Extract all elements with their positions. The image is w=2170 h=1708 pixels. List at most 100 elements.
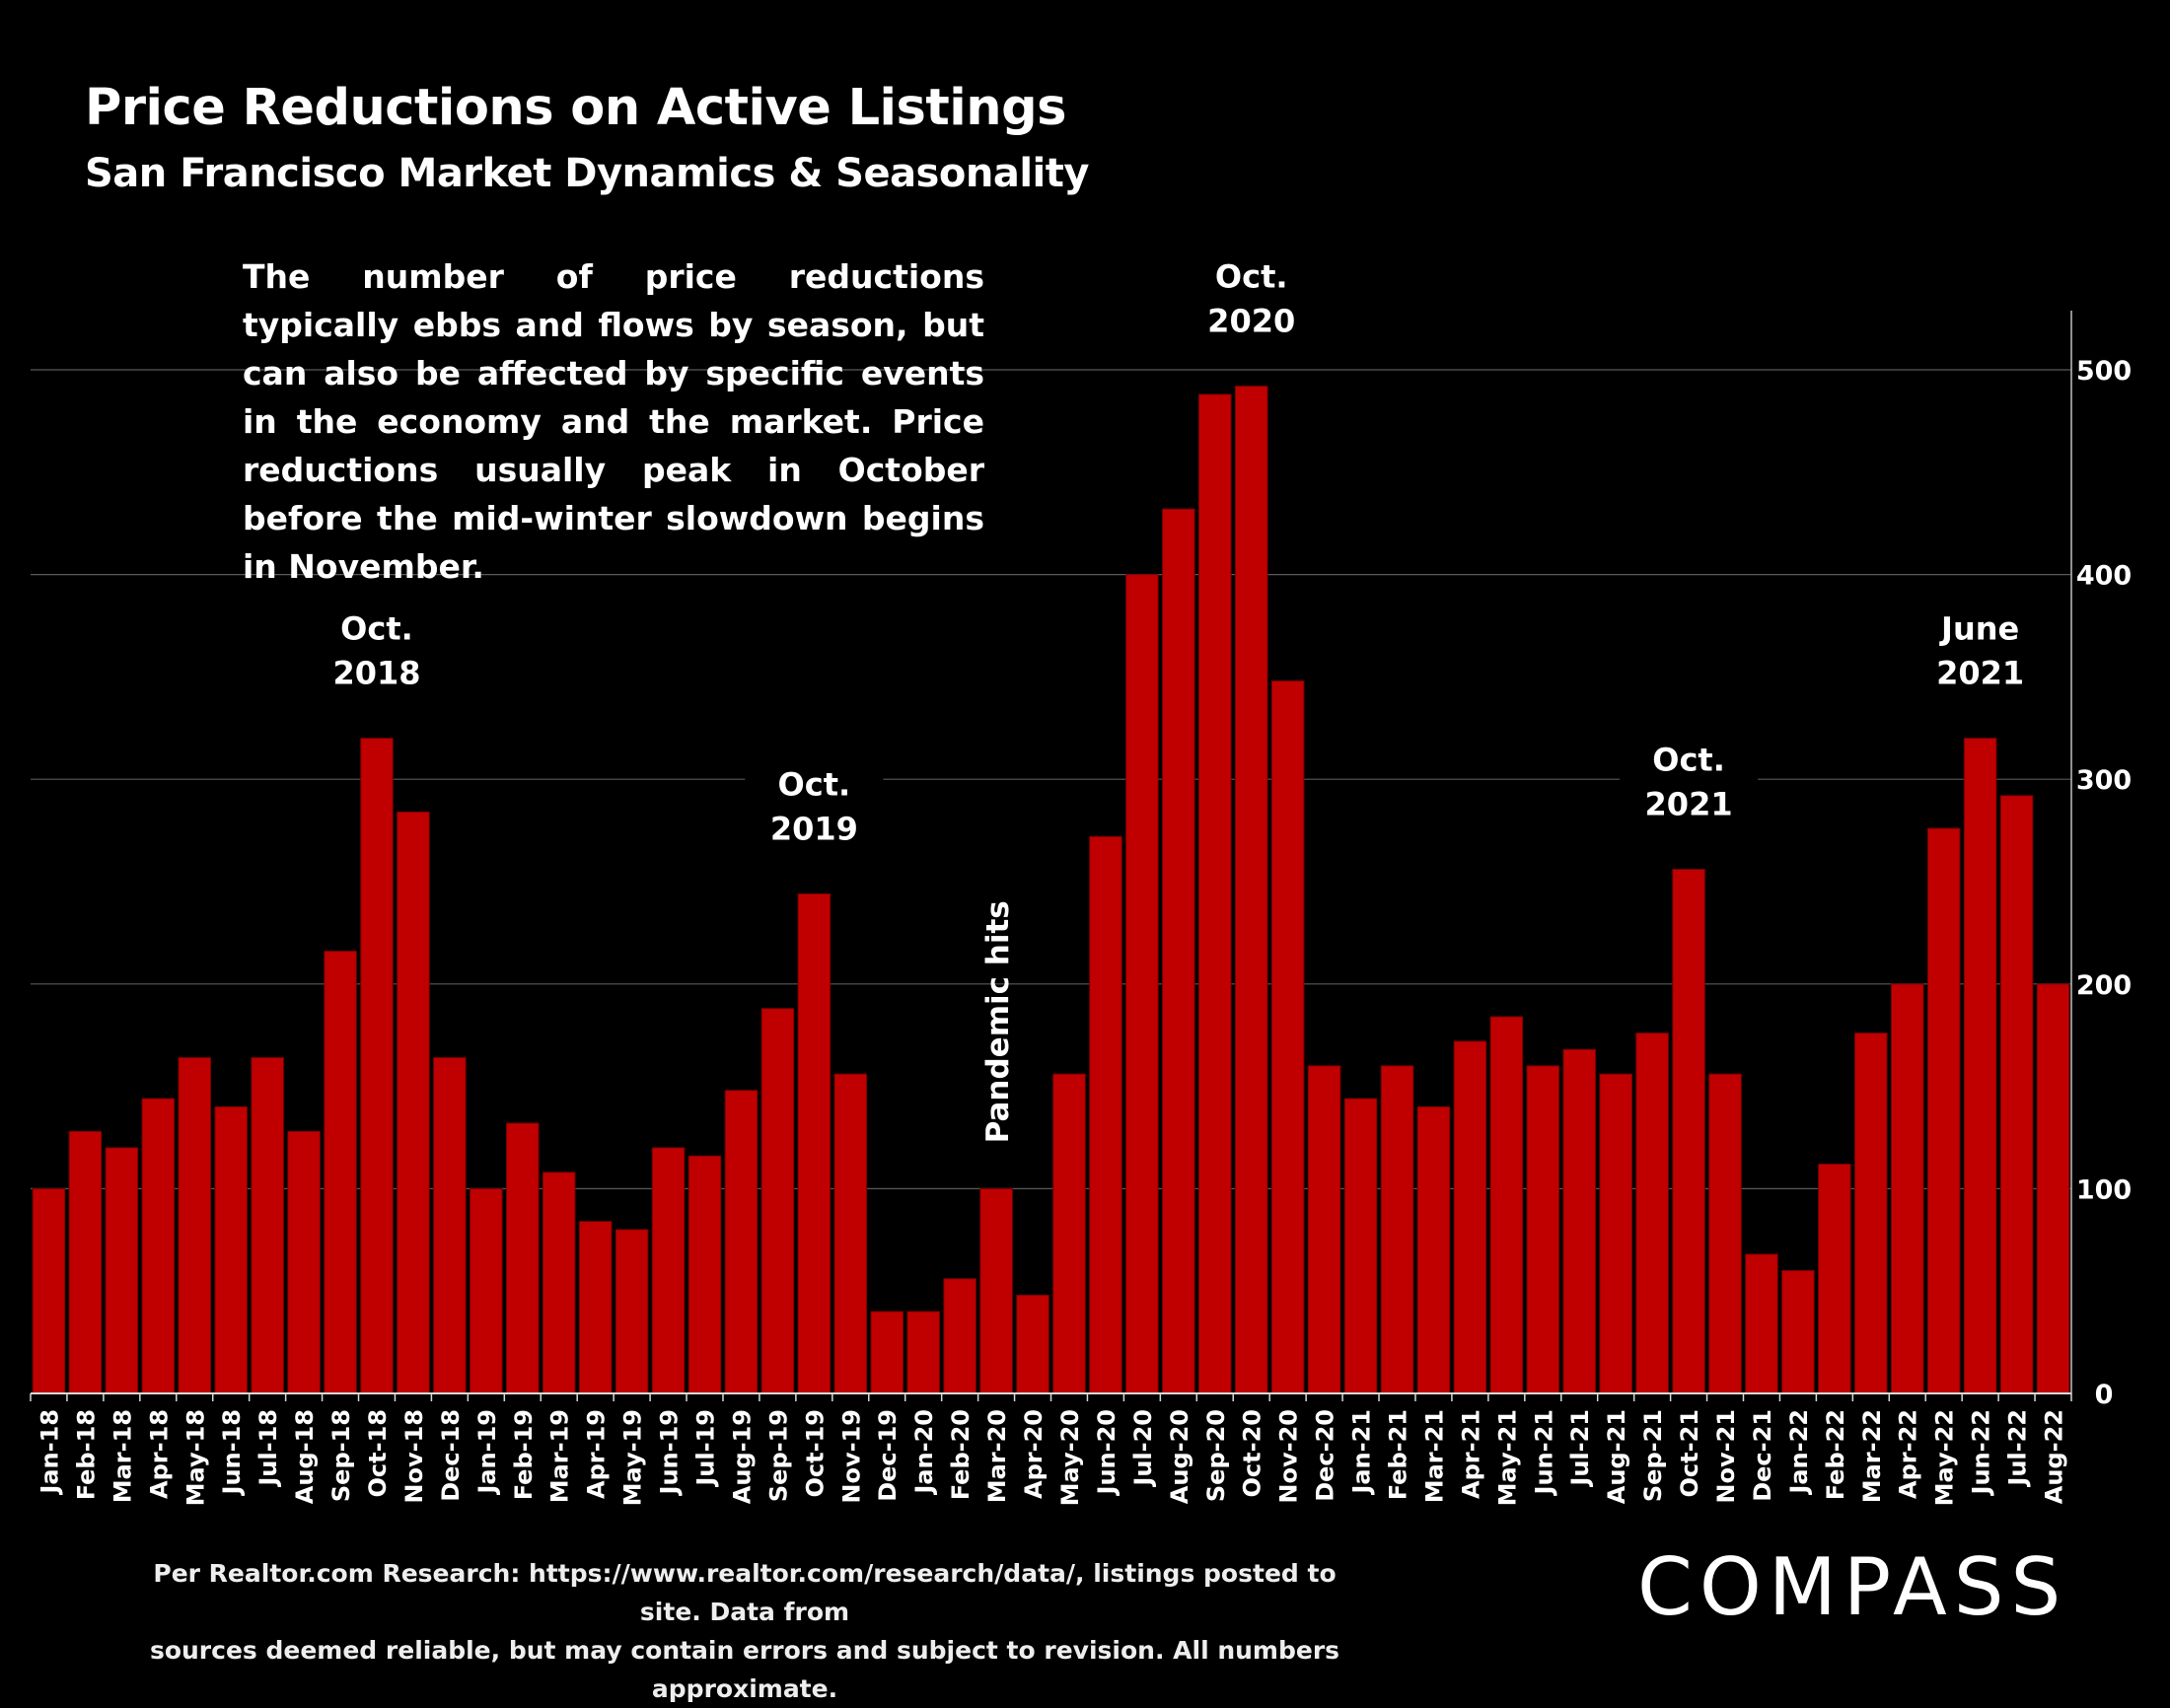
x-tick-label: Mar-20 [983, 1409, 1011, 1503]
annotation-label: 2020 [1207, 303, 1295, 340]
bar [1416, 1105, 1451, 1394]
chart-note: The number of price reductions typically… [243, 257, 984, 586]
x-tick-label: Nov-20 [1275, 1409, 1303, 1504]
bar [141, 1098, 176, 1394]
x-tick-label: Jun-19 [656, 1409, 684, 1496]
bar [1125, 574, 1159, 1394]
bar [578, 1221, 613, 1394]
bar [651, 1147, 686, 1394]
bar [32, 1187, 66, 1394]
annotation-mask [307, 600, 446, 695]
x-tick-label: Nov-19 [837, 1409, 865, 1504]
x-tick-label: Jan-20 [910, 1409, 938, 1496]
bar [1672, 869, 1705, 1394]
x-tick-label: Oct-20 [1239, 1409, 1266, 1497]
bar [760, 1008, 795, 1394]
x-tick-label: Feb-21 [1384, 1409, 1411, 1500]
x-tick-label: Feb-19 [510, 1409, 538, 1500]
x-tick-label: Aug-19 [728, 1409, 756, 1504]
x-tick-label: Aug-22 [2041, 1409, 2068, 1504]
x-tick-label: Nov-21 [1712, 1409, 1740, 1504]
bar [178, 1057, 212, 1394]
x-tick-label: Sep-21 [1639, 1409, 1667, 1502]
bar [251, 1057, 284, 1394]
x-tick-label: May-19 [619, 1409, 647, 1506]
x-tick-label: Feb-18 [72, 1409, 100, 1500]
bar [542, 1172, 576, 1394]
x-tick-label: May-18 [181, 1409, 209, 1506]
x-tick-label: May-22 [1931, 1409, 1959, 1506]
bar [1926, 827, 1961, 1394]
y-tick-label: 100 [2076, 1174, 2132, 1205]
x-tick-label: Dec-18 [437, 1409, 465, 1502]
bar [287, 1130, 321, 1394]
y-tick-label: 300 [2076, 765, 2132, 796]
annotation-label: 2019 [770, 810, 858, 847]
x-tick-label: Jan-22 [1785, 1409, 1813, 1496]
bar [1380, 1065, 1414, 1394]
x-tick-label: Mar-19 [546, 1409, 574, 1503]
bar [506, 1122, 540, 1394]
annotation-mask [745, 755, 884, 851]
bar [870, 1311, 904, 1394]
x-tick-label: Oct-21 [1676, 1409, 1703, 1497]
x-tick-label: Feb-22 [1822, 1409, 1849, 1500]
bar [433, 1057, 467, 1394]
annotation-label: 2021 [1645, 786, 1733, 823]
annotation-mask [1911, 600, 2050, 695]
x-tick-label: Apr-18 [145, 1409, 173, 1499]
x-tick-label: Mar-21 [1420, 1409, 1448, 1503]
bar [1635, 1032, 1669, 1394]
x-tick-label: Jan-18 [36, 1409, 63, 1496]
annotation-label: Oct. [1652, 742, 1725, 779]
annotation-label: 2018 [332, 655, 420, 692]
bar [360, 738, 394, 1394]
bar [1016, 1294, 1049, 1394]
bar [1052, 1073, 1086, 1394]
x-tick-label: Jul-18 [254, 1409, 282, 1488]
x-tick-label: Sep-18 [327, 1409, 355, 1502]
x-tick-label: Aug-20 [1166, 1409, 1194, 1504]
bar [397, 811, 430, 1394]
footnote-line-2: sources deemed reliable, but may contain… [149, 1636, 1340, 1703]
bar [2036, 983, 2070, 1394]
x-tick-label: Aug-21 [1603, 1409, 1630, 1504]
bar [943, 1278, 976, 1394]
x-tick-label: May-21 [1493, 1409, 1521, 1506]
bar [1343, 1098, 1378, 1394]
x-tick-label: Jan-21 [1348, 1409, 1376, 1496]
bar [1453, 1040, 1487, 1394]
x-tick-label: Apr-19 [583, 1409, 611, 1499]
x-tick-label: Dec-19 [874, 1409, 902, 1502]
bar [1198, 393, 1232, 1394]
x-tick-label: Jun-21 [1530, 1409, 1557, 1496]
x-tick-label: Aug-18 [291, 1409, 319, 1504]
bar [1089, 835, 1122, 1394]
bar [1307, 1065, 1341, 1394]
bar [1270, 680, 1305, 1394]
x-tick-label: Dec-20 [1312, 1409, 1339, 1502]
compass-logo: COMPASS [1637, 1541, 2068, 1633]
annotation-label: Oct. [1215, 258, 1288, 296]
bar [470, 1187, 503, 1394]
x-tick-label: May-20 [1056, 1409, 1084, 1506]
bar [1489, 1016, 1524, 1394]
bar [1890, 983, 1924, 1394]
x-tick-label: Oct-18 [364, 1409, 392, 1497]
bar [1708, 1073, 1742, 1394]
x-tick-label: Feb-20 [947, 1409, 975, 1500]
x-tick-label: Mar-18 [108, 1409, 136, 1503]
annotation-mask [1620, 731, 1759, 826]
bar [1745, 1253, 1778, 1394]
bar [833, 1073, 868, 1394]
bar [1999, 795, 2034, 1394]
bar [1818, 1163, 1851, 1394]
x-tick-label: Apr-20 [1020, 1409, 1048, 1499]
chart-subtitle: San Francisco Market Dynamics & Seasonal… [85, 151, 1089, 196]
bar [1854, 1032, 1888, 1394]
x-tick-label: Jul-20 [1129, 1409, 1157, 1488]
annotation-label: Oct. [778, 765, 851, 803]
y-tick-label: 400 [2076, 561, 2132, 592]
bar [1162, 508, 1195, 1394]
x-tick-label: Sep-20 [1202, 1409, 1230, 1502]
